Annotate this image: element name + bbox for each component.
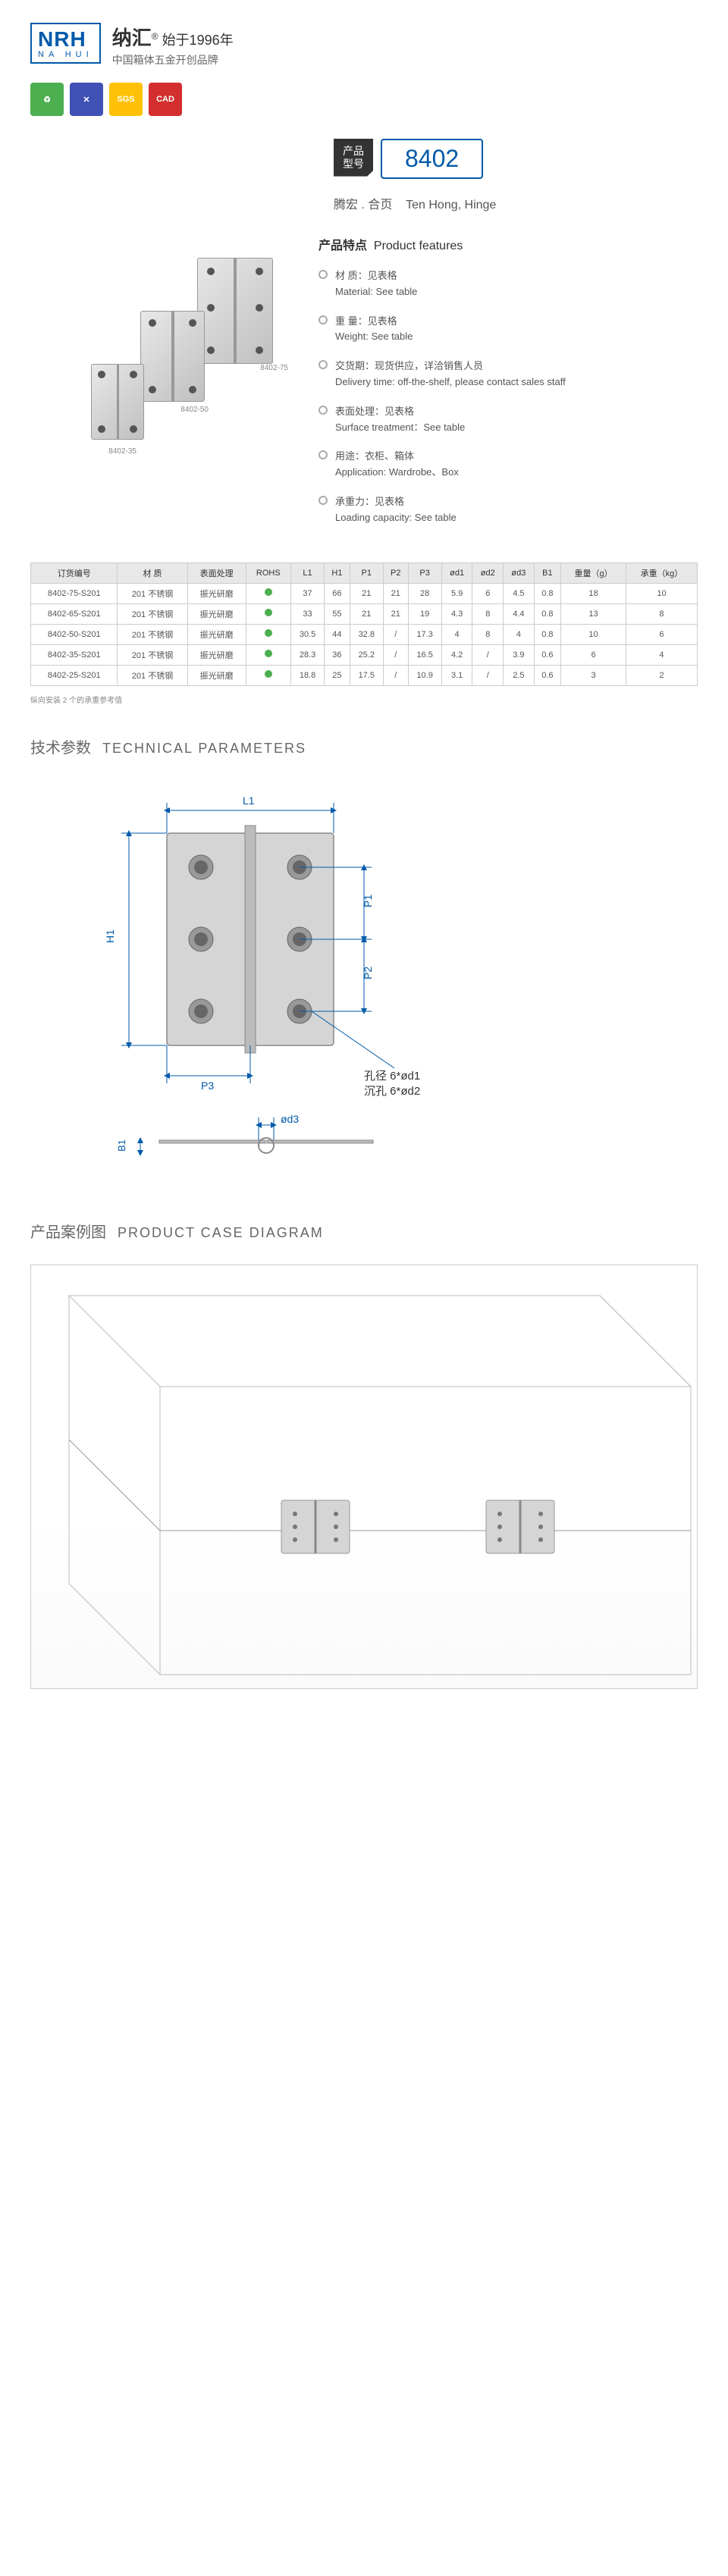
hinge-image-small (91, 364, 144, 440)
icon-badges: ♻ ✕ SGS CAD (30, 83, 698, 116)
feature-item: 重 量：见表格Weight: See table (318, 314, 698, 346)
case-svg (31, 1265, 697, 1688)
feature-item: 材 质：见表格Material: See table (318, 268, 698, 300)
model-label: 产品 型号 (334, 139, 373, 177)
tools-icon: ✕ (70, 83, 103, 116)
svg-text:P1: P1 (362, 894, 374, 907)
table-row: 8402-75-S201201 不锈钢振光研磨37662121285.964.5… (31, 583, 698, 603)
brand-tagline: 纳汇® 始于1996年 中国箱体五金开创品牌 (112, 23, 234, 67)
product-name: 腾宏 . 合页 Ten Hong, Hinge (334, 194, 698, 212)
header: NRH NA HUI 纳汇® 始于1996年 中国箱体五金开创品牌 (30, 23, 698, 67)
tech-diagram: L1 H1 P1 P2 P3 孔径 6*ød1 沉孔 6*ød2 (30, 780, 698, 1174)
case-section-title: 产品案例图PRODUCT CASE DIAGRAM (30, 1220, 698, 1242)
hinge-image-medium (140, 311, 205, 402)
logo-block: NRH NA HUI (30, 23, 101, 64)
feature-item: 用途：衣柜、箱体Application: Wardrobe、Box (318, 449, 698, 481)
product-images: 8402-75 8402-50 8402-35 (30, 235, 288, 493)
tech-svg: L1 H1 P1 P2 P3 孔径 6*ød1 沉孔 6*ød2 (30, 780, 485, 1174)
features-title: 产品特点 Product features (318, 235, 698, 253)
table-row: 8402-25-S201201 不锈钢振光研磨18.82517.5/10.93.… (31, 665, 698, 685)
sgs-icon: SGS (109, 83, 143, 116)
feature-item: 承重力：见表格Loading capacity: See table (318, 494, 698, 526)
tech-section-title: 技术参数TECHNICAL PARAMETERS (30, 735, 698, 757)
table-note: 纵向安装 2 个的承重参考值 (30, 694, 698, 705)
svg-text:ød3: ød3 (281, 1113, 299, 1125)
svg-text:H1: H1 (104, 929, 116, 942)
svg-text:孔径 6*ød1: 孔径 6*ød1 (364, 1070, 420, 1083)
hinge-image-large (197, 258, 273, 364)
svg-text:P2: P2 (362, 966, 374, 979)
logo: NRH NA HUI (30, 23, 101, 64)
case-diagram (30, 1264, 698, 1689)
table-row: 8402-35-S201201 不锈钢振光研磨28.33625.2/16.54.… (31, 644, 698, 665)
table-row: 8402-50-S201201 不锈钢振光研磨30.54432.8/17.348… (31, 624, 698, 644)
svg-text:L1: L1 (243, 794, 255, 807)
product-header: 产品 型号 8402 (334, 139, 698, 179)
eco-icon: ♻ (30, 83, 64, 116)
svg-text:沉孔 6*ød2: 沉孔 6*ød2 (364, 1085, 420, 1098)
cad-icon: CAD (149, 83, 182, 116)
spec-table: 订货编号材 质表面处理ROHSL1H1P1P2P3ød1ød2ød3B1重量（g… (30, 563, 698, 686)
model-number: 8402 (381, 139, 483, 179)
features: 产品特点 Product features 材 质：见表格Material: S… (318, 235, 698, 540)
svg-text:P3: P3 (201, 1080, 214, 1092)
feature-item: 交货期：现货供应，详洽销售人员Delivery time: off-the-sh… (318, 359, 698, 390)
svg-text:B1: B1 (116, 1139, 127, 1152)
table-row: 8402-65-S201201 不锈钢振光研磨33552121194.384.4… (31, 603, 698, 624)
feature-item: 表面处理：见表格Surface treatment：See table (318, 404, 698, 436)
